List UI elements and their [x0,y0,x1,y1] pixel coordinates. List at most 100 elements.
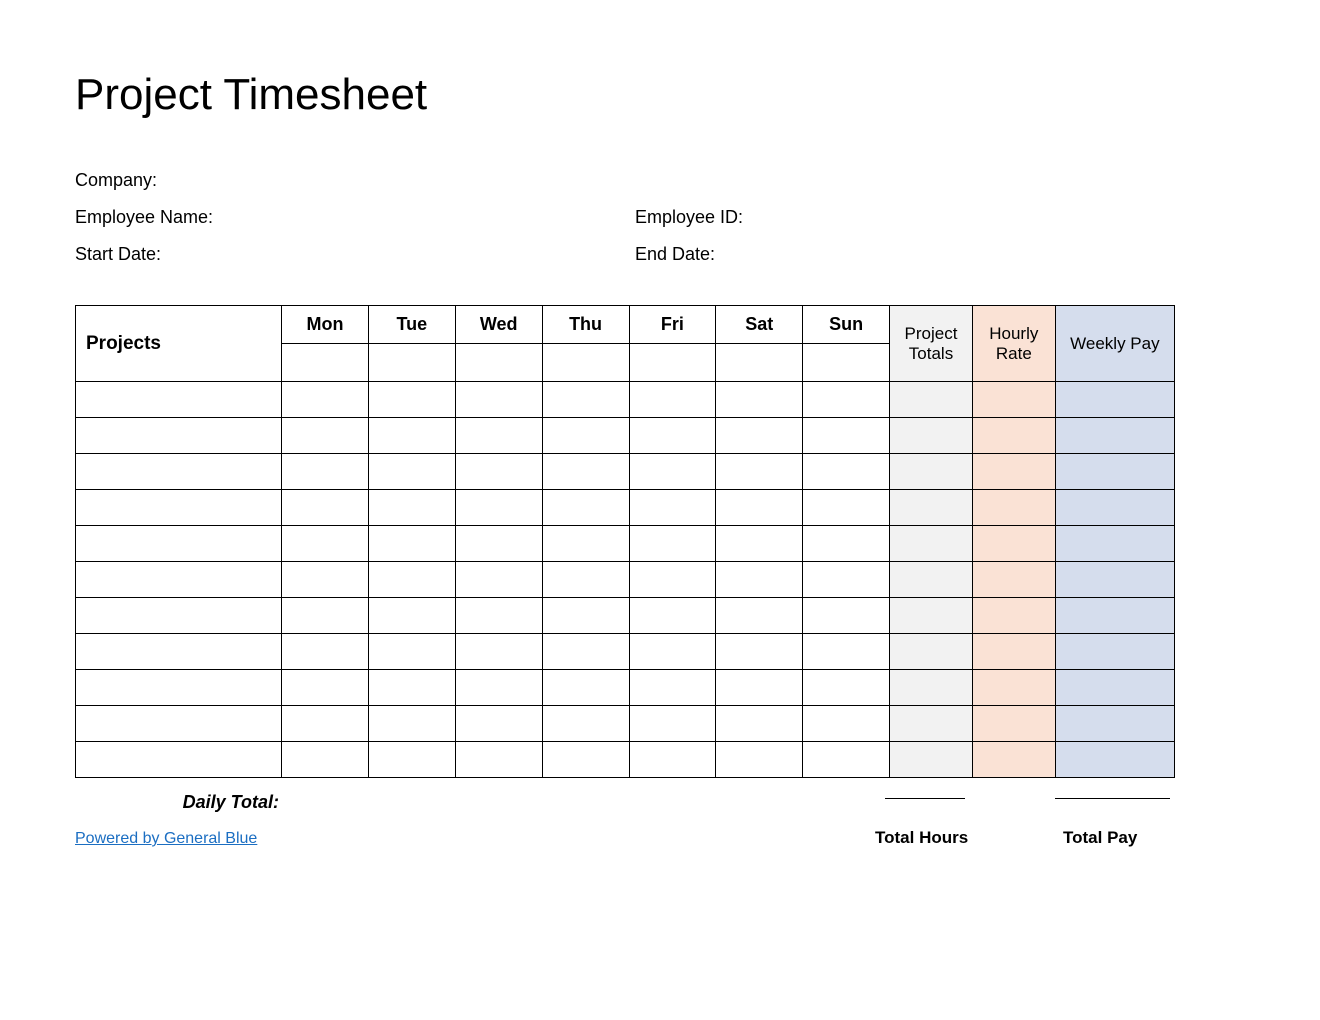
hours-cell[interactable] [716,454,803,490]
project-cell[interactable] [76,454,282,490]
hours-cell[interactable] [368,382,455,418]
project-cell[interactable] [76,742,282,778]
hours-cell[interactable] [542,418,629,454]
hours-cell[interactable] [455,490,542,526]
hours-cell[interactable] [803,706,890,742]
hours-cell[interactable] [455,562,542,598]
hours-cell[interactable] [542,634,629,670]
hourly-rate-cell[interactable] [972,454,1055,490]
hours-cell[interactable] [282,454,369,490]
project-cell[interactable] [76,490,282,526]
hourly-rate-cell[interactable] [972,598,1055,634]
hours-cell[interactable] [803,634,890,670]
hours-cell[interactable] [368,526,455,562]
header-date-fri[interactable] [629,344,716,382]
hours-cell[interactable] [455,598,542,634]
hours-cell[interactable] [716,382,803,418]
hours-cell[interactable] [629,454,716,490]
header-date-mon[interactable] [282,344,369,382]
hourly-rate-cell[interactable] [972,382,1055,418]
hours-cell[interactable] [542,742,629,778]
hours-cell[interactable] [716,670,803,706]
header-date-sun[interactable] [803,344,890,382]
hours-cell[interactable] [368,670,455,706]
header-date-tue[interactable] [368,344,455,382]
hours-cell[interactable] [716,526,803,562]
hours-cell[interactable] [803,382,890,418]
hours-cell[interactable] [455,742,542,778]
hourly-rate-cell[interactable] [972,670,1055,706]
hourly-rate-cell[interactable] [972,742,1055,778]
hourly-rate-cell[interactable] [972,526,1055,562]
hourly-rate-cell[interactable] [972,562,1055,598]
hourly-rate-cell[interactable] [972,706,1055,742]
hours-cell[interactable] [803,742,890,778]
hours-cell[interactable] [542,382,629,418]
hours-cell[interactable] [368,418,455,454]
project-cell[interactable] [76,598,282,634]
attribution-link[interactable]: Powered by General Blue [75,830,257,848]
hours-cell[interactable] [716,598,803,634]
hours-cell[interactable] [455,634,542,670]
header-date-thu[interactable] [542,344,629,382]
hours-cell[interactable] [629,670,716,706]
hourly-rate-cell[interactable] [972,490,1055,526]
hours-cell[interactable] [803,526,890,562]
hours-cell[interactable] [629,598,716,634]
project-cell[interactable] [76,562,282,598]
project-cell[interactable] [76,706,282,742]
project-cell[interactable] [76,526,282,562]
hours-cell[interactable] [542,454,629,490]
hours-cell[interactable] [716,418,803,454]
hours-cell[interactable] [629,634,716,670]
hours-cell[interactable] [629,490,716,526]
hours-cell[interactable] [542,706,629,742]
hours-cell[interactable] [716,490,803,526]
hours-cell[interactable] [368,562,455,598]
hours-cell[interactable] [716,706,803,742]
hours-cell[interactable] [629,382,716,418]
hours-cell[interactable] [803,598,890,634]
hours-cell[interactable] [716,634,803,670]
hours-cell[interactable] [455,670,542,706]
project-cell[interactable] [76,634,282,670]
hours-cell[interactable] [803,490,890,526]
hourly-rate-cell[interactable] [972,634,1055,670]
hourly-rate-cell[interactable] [972,418,1055,454]
hours-cell[interactable] [629,742,716,778]
hours-cell[interactable] [282,562,369,598]
hours-cell[interactable] [803,670,890,706]
hours-cell[interactable] [455,706,542,742]
hours-cell[interactable] [542,562,629,598]
hours-cell[interactable] [629,418,716,454]
hours-cell[interactable] [368,490,455,526]
hours-cell[interactable] [282,706,369,742]
hours-cell[interactable] [368,598,455,634]
hours-cell[interactable] [282,598,369,634]
hours-cell[interactable] [629,706,716,742]
header-date-wed[interactable] [455,344,542,382]
hours-cell[interactable] [455,526,542,562]
hours-cell[interactable] [368,706,455,742]
hours-cell[interactable] [282,418,369,454]
hours-cell[interactable] [282,670,369,706]
hours-cell[interactable] [282,490,369,526]
hours-cell[interactable] [542,670,629,706]
hours-cell[interactable] [716,562,803,598]
hours-cell[interactable] [542,490,629,526]
hours-cell[interactable] [368,454,455,490]
hours-cell[interactable] [803,418,890,454]
hours-cell[interactable] [629,562,716,598]
hours-cell[interactable] [716,742,803,778]
hours-cell[interactable] [282,526,369,562]
hours-cell[interactable] [542,526,629,562]
hours-cell[interactable] [542,598,629,634]
hours-cell[interactable] [629,526,716,562]
hours-cell[interactable] [455,382,542,418]
header-date-sat[interactable] [716,344,803,382]
hours-cell[interactable] [282,382,369,418]
hours-cell[interactable] [282,634,369,670]
hours-cell[interactable] [803,562,890,598]
hours-cell[interactable] [455,418,542,454]
hours-cell[interactable] [368,742,455,778]
